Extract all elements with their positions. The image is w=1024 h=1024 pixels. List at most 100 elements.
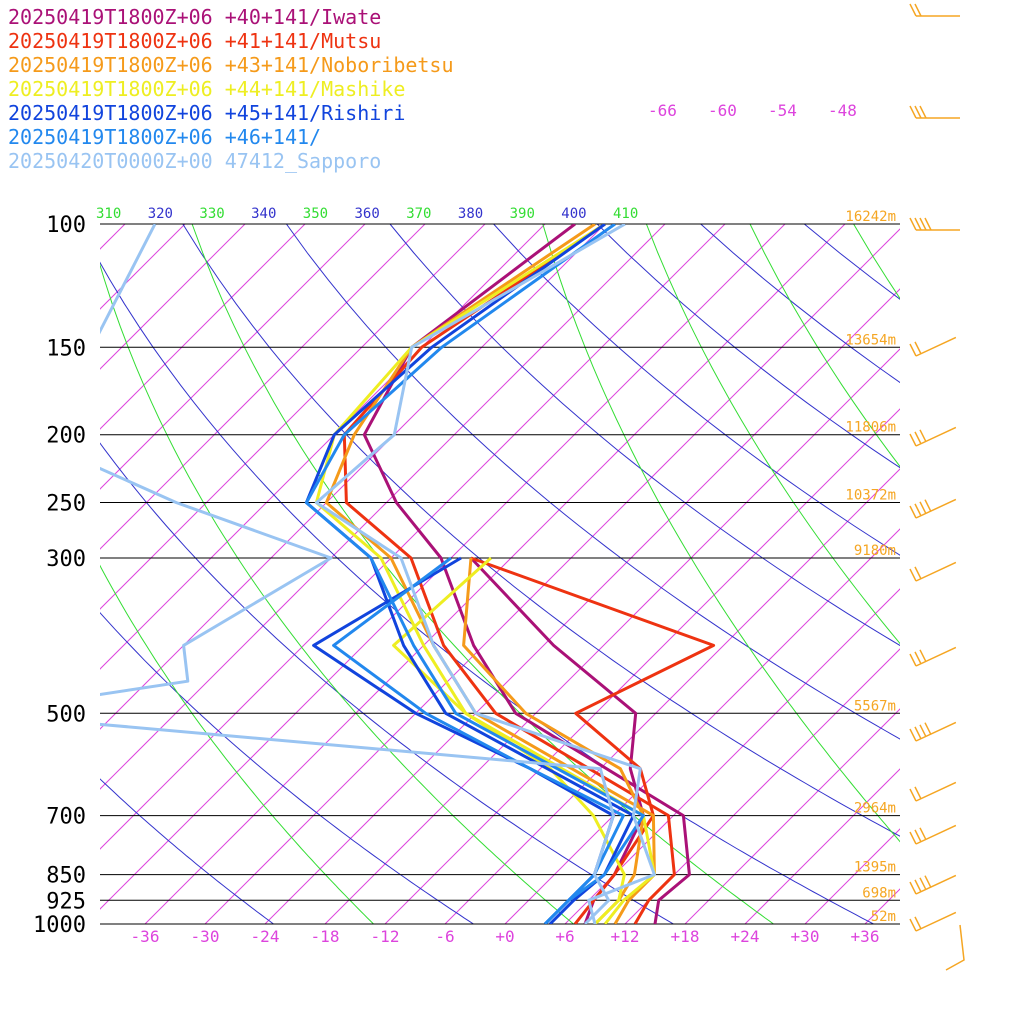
dry-adiabat-line (700, 224, 900, 384)
barb-flag (924, 875, 932, 888)
barb-flag (909, 728, 917, 742)
barb-flag (914, 726, 922, 740)
wind-barb (909, 3, 960, 17)
pressure-label: 925 (46, 889, 86, 914)
theta-label: 330 (199, 206, 224, 222)
pressure-label: 700 (46, 805, 86, 830)
temperature-tick-label: -36 (131, 927, 160, 946)
barb-flag (919, 649, 927, 663)
pressure-label: 300 (46, 547, 86, 572)
pressure-label: 100 (46, 213, 86, 238)
isotherm-line (324, 348, 900, 924)
moist-adiabat-line (853, 224, 900, 300)
isotherm-line (804, 828, 900, 924)
dry-adiabat-line (100, 778, 274, 924)
barb-staff (915, 498, 957, 519)
barb-flag (924, 499, 932, 512)
height-label: 52m (871, 909, 896, 925)
barb-staff (915, 874, 957, 895)
isotherm-line (624, 648, 900, 924)
theta-label: 380 (458, 206, 483, 222)
temperature-tick-label: +0 (495, 927, 514, 946)
barb-flag (919, 501, 927, 515)
moist-adiabat-line (749, 224, 900, 468)
barb-staff (915, 561, 957, 582)
theta-label: 370 (406, 206, 431, 222)
temperature-tick-label: -12 (371, 927, 400, 946)
wind-barb (909, 498, 957, 519)
isobars (100, 223, 900, 925)
legend-entry: 20250420T0000Z+00 47412_Sapporo (8, 149, 381, 173)
barb-flag (909, 788, 917, 802)
series-temp-line (314, 224, 656, 924)
isotherm-line (564, 588, 900, 924)
isotherm-line (744, 768, 900, 924)
barb-flag (909, 217, 917, 231)
legend-entry: 20250419T1800Z+06 +45+141/Rishiri (8, 101, 405, 125)
temperature-tick-label: -6 (435, 927, 454, 946)
barb-staff (915, 911, 957, 932)
isotherm-line (864, 888, 900, 924)
wind-barb (909, 217, 960, 231)
temperature-tick-label: +18 (671, 927, 700, 946)
mixing-ratio-label: -54 (768, 101, 797, 120)
isotherm-line (100, 224, 186, 310)
barb-flag (919, 827, 927, 841)
legend-entry: 20250419T1800Z+06 +41+141/Mutsu (8, 29, 381, 53)
theta-label: 310 (96, 206, 121, 222)
series-dew-line (462, 557, 645, 924)
barb-staff (915, 426, 957, 447)
isotherm-line (100, 224, 726, 850)
barb-flag (914, 651, 922, 665)
height-label: 1395m (854, 860, 896, 876)
isotherm-line (384, 408, 900, 924)
mixing-ratio-label: -48 (828, 101, 857, 120)
isotherm-line (100, 224, 246, 370)
barb-flag (914, 566, 922, 580)
theta-label: 320 (148, 206, 173, 222)
wind-barb (909, 721, 957, 742)
legend-entry: 20250419T1800Z+06 +46+141/ (8, 125, 321, 149)
isotherm-line (100, 224, 546, 670)
moist-adiabat-line (542, 224, 900, 843)
temperature-tick-label: +36 (851, 927, 880, 946)
theta-label: 390 (510, 206, 535, 222)
wind-barb (909, 781, 957, 802)
dry-adiabat-line (1012, 224, 1024, 924)
barb-flag (919, 217, 927, 231)
barb-flag (909, 918, 917, 932)
dry-adiabat-line (803, 224, 900, 300)
barb-flag (909, 568, 917, 582)
wind-barb (909, 824, 957, 845)
isotherm-line (925, 224, 1024, 924)
dry-adiabat-line (596, 224, 900, 469)
height-label: 698m (862, 885, 896, 901)
series-temp-line (362, 224, 691, 924)
temperature-tick-label: -24 (251, 927, 280, 946)
series-dew-line (100, 224, 615, 924)
barb-flag (914, 431, 922, 445)
height-label: 10372m (845, 488, 896, 504)
legend-entry: 20250419T1800Z+06 +44+141/Mashike (8, 77, 405, 101)
legend-entry: 20250419T1800Z+06 +40+141/Iwate (8, 5, 381, 29)
temperature-tick-label: +24 (731, 927, 760, 946)
mixing-ratio-label: -60 (708, 101, 737, 120)
barb-flag (909, 831, 917, 845)
barb-flag (919, 429, 927, 443)
isotherm-line (204, 228, 900, 924)
dry-adiabat-line (908, 224, 1024, 924)
height-label: 13654m (845, 332, 896, 348)
height-label: 9180m (854, 543, 896, 559)
barb-flag (914, 879, 922, 893)
mixing-ratio-label: -66 (648, 101, 677, 120)
temperature-tick-label: +12 (611, 927, 640, 946)
pressure-label: 150 (46, 336, 86, 361)
barb-flag (914, 786, 922, 800)
isotherm-line (100, 224, 606, 730)
theta-label: 400 (561, 206, 586, 222)
theta-label: 410 (613, 206, 638, 222)
barb-staff (915, 824, 957, 845)
isotherm-line (100, 224, 366, 490)
